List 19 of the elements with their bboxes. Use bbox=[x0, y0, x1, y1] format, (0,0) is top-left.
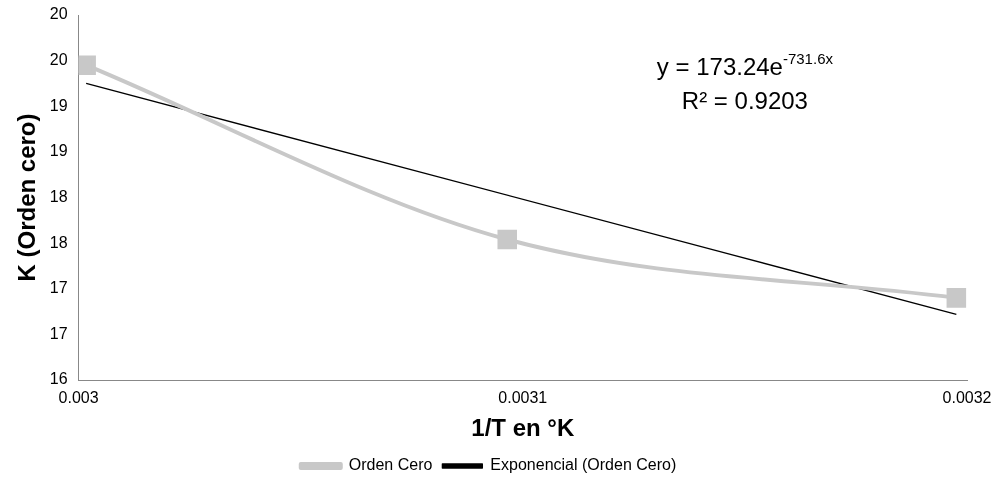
y-tick-label: 17 bbox=[49, 279, 68, 297]
annotation: R² = 0.9203 bbox=[681, 87, 808, 114]
y-tick-label: 20 bbox=[49, 5, 68, 23]
x-tick-label: 0.0031 bbox=[498, 389, 548, 407]
y-tick-label: 19 bbox=[49, 142, 68, 160]
y-tick-label: 17 bbox=[49, 324, 68, 342]
point bbox=[497, 229, 518, 250]
x-tick-label: 0.0032 bbox=[942, 389, 992, 407]
point bbox=[946, 288, 967, 308]
x-axis-title: 1/T en °K bbox=[471, 414, 575, 442]
y-tick-label: 20 bbox=[49, 51, 68, 69]
legend-label: Exponencial (Orden Cero) bbox=[490, 456, 677, 474]
legend-label: Orden Cero bbox=[348, 456, 433, 474]
y-tick-label: 16 bbox=[49, 370, 68, 388]
y-tick-label: 18 bbox=[49, 187, 68, 205]
y-tick-label: 18 bbox=[49, 233, 68, 251]
y-tick-label: 19 bbox=[49, 96, 68, 114]
y-axis-title: K (Orden cero) bbox=[13, 113, 41, 282]
x-tick-label: 0.003 bbox=[58, 389, 99, 407]
